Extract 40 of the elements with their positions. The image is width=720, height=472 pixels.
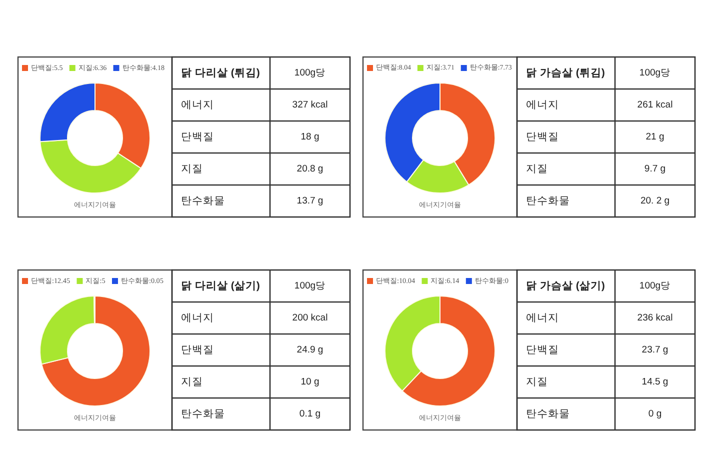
cell-label: 에너지 [181,99,214,111]
cell-value: 100g당 [294,68,326,78]
cell-label: 지질 [526,376,548,388]
cell-label: 단백질 [181,344,214,356]
cell-label: 탄수화물 [526,408,570,420]
cell-value: 200 kcal [292,312,328,324]
cell-value: 100g당 [639,68,671,78]
cell-value: 100g당 [639,280,671,292]
cell-label: 탄수화물 [526,195,570,207]
cell-value: 100g당 [294,280,326,292]
cell-value: 10 g [300,376,320,388]
cell-label: 닭 가슴살 (튀김) [526,67,605,79]
cell-label: 닭 가슴살 (삶기) [526,280,605,292]
cell-value: 261 kcal [637,100,673,110]
cell-value: 24.9 g [296,344,324,356]
cell-value: 23.7 g [642,344,668,356]
cell-label: 단백질 [181,131,214,143]
cell-label: 에너지 [526,99,559,111]
cell-value: 21 g [646,132,664,142]
cell-label: 탄수화물 [181,195,225,207]
cell-value: 20. 2 g [640,196,670,206]
cell-label: 에너지 [526,312,559,324]
cell-value: 0.1 g [299,408,321,420]
cell-label: 탄수화물 [181,408,225,420]
cell-value: 9.7 g [644,164,666,174]
cell-value: 20.8 g [296,164,324,174]
cell-value: 0 g [648,408,662,420]
cell-label: 지질 [181,163,203,175]
cell-label: 지질 [181,376,203,388]
cell-label: 닭 다리살 (삶기) [181,280,260,292]
cell-label: 지질 [526,163,548,175]
cell-label: 에너지 [181,312,214,324]
cell-label: 닭 다리살 (튀김) [181,67,260,79]
cell-value: 18 g [300,132,320,142]
cell-value: 13.7 g [296,196,324,206]
cell-label: 단백질 [526,131,559,143]
cell-value: 327 kcal [292,100,328,110]
cell-label: 단백질 [526,344,559,356]
cell-value: 236 kcal [637,312,673,324]
cell-value: 14.5 g [642,376,668,388]
